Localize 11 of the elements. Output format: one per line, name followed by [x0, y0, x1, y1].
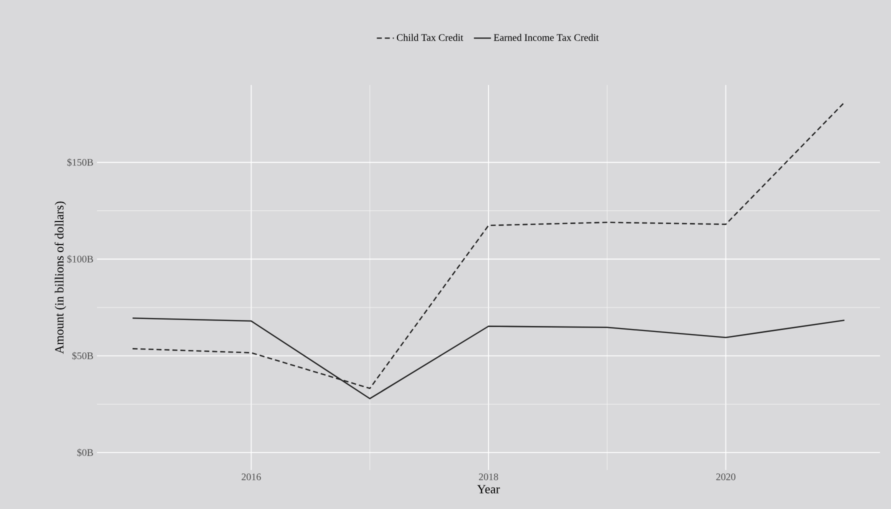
legend-label: Child Tax Credit — [396, 34, 464, 41]
y-tick-label: $50B — [72, 352, 93, 360]
x-tick-label: 2016 — [242, 474, 261, 480]
x-tick-label: 2020 — [716, 474, 736, 480]
x-axis-title: Year — [477, 485, 500, 494]
legend-label: Earned Income Tax Credit — [494, 34, 599, 41]
x-tick-label: 2018 — [478, 474, 498, 480]
y-axis-title: Amount (in billions of dollars) — [54, 202, 66, 354]
y-tick-label: $0B — [77, 448, 93, 457]
y-tick-label: $100B — [67, 255, 93, 264]
y-tick-label: $150B — [67, 158, 93, 166]
